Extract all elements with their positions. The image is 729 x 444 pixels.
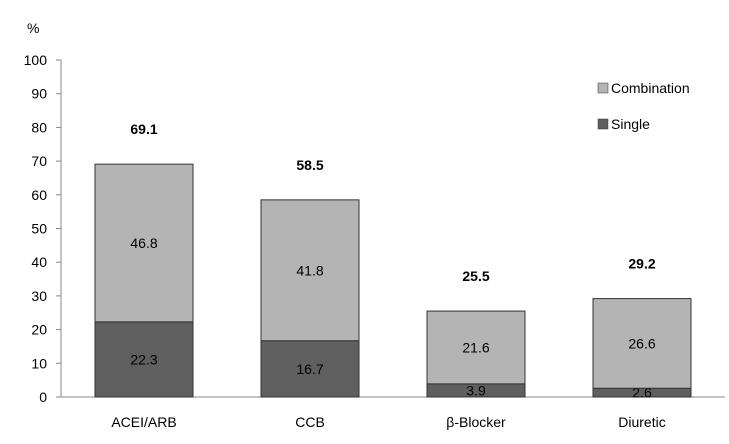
x-axis: ACEI/ARB CCB β-Blocker Diuretic [61, 396, 725, 430]
bar-segment-single [94, 321, 194, 398]
bar-segment-combination [94, 163, 194, 323]
y-tick-label: 30 [31, 288, 47, 304]
y-axis: 0 10 20 30 40 50 60 70 80 90 100 [24, 52, 62, 405]
x-tick-label: Diuretic [618, 414, 665, 430]
data-label: 26.6 [628, 335, 655, 351]
legend-label: Combination [611, 80, 690, 96]
y-tick-label: 0 [39, 389, 47, 405]
bar-segment-combination [592, 298, 692, 389]
y-tick-label: 50 [31, 221, 47, 237]
y-tick-label: 20 [31, 322, 47, 338]
y-axis-label: % [27, 20, 39, 36]
y-tick-label: 80 [31, 119, 47, 135]
total-label: 69.1 [130, 121, 157, 137]
legend-swatch-single [597, 118, 609, 130]
bar-segment-single [260, 340, 360, 398]
total-label: 29.2 [628, 256, 655, 272]
legend-swatch-combination [597, 82, 609, 94]
data-label: 22.3 [130, 351, 157, 367]
y-tick-label: 40 [31, 254, 47, 270]
y-tick-label: 10 [31, 355, 47, 371]
x-tick-label: CCB [295, 414, 325, 430]
y-tick-label: 60 [31, 187, 47, 203]
total-label: 25.5 [462, 268, 489, 284]
legend: Combination Single [597, 80, 690, 132]
total-label: 58.5 [296, 157, 323, 173]
x-tick-label: ACEI/ARB [111, 414, 176, 430]
data-label: 16.7 [296, 361, 323, 377]
data-label: 41.8 [296, 262, 323, 278]
y-tick-label: 100 [24, 52, 48, 68]
data-label: 3.9 [466, 382, 486, 398]
legend-label: Single [611, 116, 650, 132]
y-tick-label: 90 [31, 86, 47, 102]
x-tick-label: β-Blocker [446, 414, 506, 430]
data-label: 46.8 [130, 235, 157, 251]
y-tick-label: 70 [31, 153, 47, 169]
bar-segment-combination [426, 310, 526, 385]
data-label: 21.6 [462, 339, 489, 355]
bars: 22.346.869.116.741.858.53.921.625.52.626… [94, 121, 692, 401]
bar-segment-combination [260, 199, 360, 342]
